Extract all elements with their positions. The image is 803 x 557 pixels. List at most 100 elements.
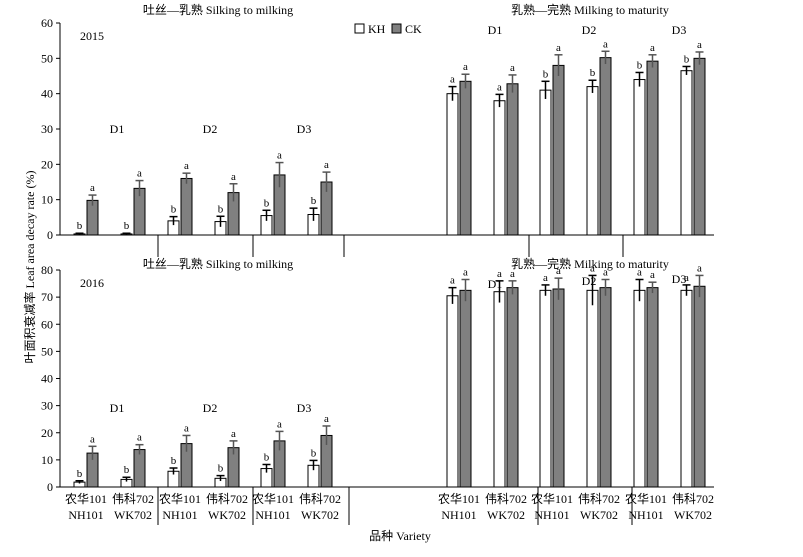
bar-kh — [446, 93, 459, 236]
bar-kh — [633, 289, 646, 488]
variety-label-en: NH101 — [255, 508, 290, 522]
bar-ck — [506, 287, 519, 488]
variety-label-en: NH101 — [628, 508, 663, 522]
stage-title: 乳熟—完熟 Milking to maturity — [511, 256, 669, 271]
y-tick-label: 60 — [41, 317, 53, 331]
bar-ck — [459, 80, 472, 236]
y-axis-label: 叶面积衰减率 Leaf area decay rate (%) — [22, 171, 37, 364]
significance-letter: b — [171, 455, 177, 467]
significance-letter: a — [231, 428, 236, 440]
variety-label-cn: 伟科702 — [578, 492, 620, 506]
significance-letter: b — [77, 220, 83, 232]
significance-letter: b — [637, 59, 643, 71]
variety-label-en: WK702 — [674, 508, 712, 522]
variety-label-en: NH101 — [441, 508, 476, 522]
significance-letter: a — [603, 38, 608, 50]
significance-letter: a — [556, 42, 561, 54]
significance-letter: b — [543, 68, 549, 80]
bar-ck — [552, 64, 565, 236]
stage-title: 吐丝—乳熟 Silking to milking — [143, 256, 293, 271]
bar-kh — [493, 100, 506, 236]
significance-letter: a — [637, 266, 642, 278]
bar-ck — [599, 57, 612, 236]
y-tick-label: 20 — [41, 426, 53, 440]
significance-letter: b — [311, 195, 317, 207]
variety-label-en: WK702 — [114, 508, 152, 522]
variety-label-cn: 伟科702 — [672, 492, 714, 506]
y-tick-label: 10 — [41, 193, 53, 207]
significance-letter: a — [650, 42, 655, 54]
density-label: D2 — [203, 401, 218, 415]
variety-label-en: WK702 — [487, 508, 525, 522]
bar-kh — [633, 79, 646, 236]
significance-letter: a — [650, 269, 655, 281]
variety-label-cn: 伟科702 — [299, 492, 341, 506]
significance-letter: a — [697, 39, 702, 51]
significance-letter: a — [497, 268, 502, 280]
variety-label-cn: 农华101 — [252, 492, 294, 506]
bar-ck — [646, 60, 659, 236]
y-tick-label: 70 — [41, 290, 53, 304]
density-label: D1 — [110, 122, 125, 136]
significance-letter: b — [218, 203, 224, 215]
y-tick-label: 30 — [41, 399, 53, 413]
legend-swatch — [354, 23, 365, 34]
bar-ck — [506, 83, 519, 236]
significance-letter: a — [590, 262, 595, 274]
significance-letter: a — [450, 74, 455, 86]
stage-title: 吐丝—乳熟 Silking to milking — [143, 2, 293, 17]
stage-title: 乳熟—完熟 Milking to maturity — [511, 2, 669, 17]
variety-label-en: WK702 — [208, 508, 246, 522]
bar-ck — [693, 57, 706, 236]
bar-ck — [599, 287, 612, 488]
variety-label-cn: 农华101 — [65, 492, 107, 506]
bar-ck — [646, 287, 659, 488]
bar-kh — [539, 289, 552, 488]
significance-letter: b — [77, 468, 83, 480]
variety-label-cn: 伟科702 — [112, 492, 154, 506]
significance-letter: a — [324, 159, 329, 171]
significance-letter: a — [277, 418, 282, 430]
significance-letter: a — [697, 262, 702, 274]
significance-letter: a — [510, 62, 515, 74]
year-label: 2015 — [80, 29, 104, 43]
significance-letter: b — [684, 53, 690, 65]
significance-letter: b — [171, 204, 177, 216]
significance-letter: a — [277, 150, 282, 162]
significance-letter: a — [603, 266, 608, 278]
bar-ck — [180, 177, 193, 236]
variety-label-en: NH101 — [162, 508, 197, 522]
significance-letter: a — [90, 433, 95, 445]
y-tick-label: 0 — [47, 228, 53, 242]
variety-label-cn: 农华101 — [438, 492, 480, 506]
bar-kh — [680, 70, 693, 236]
significance-letter: a — [450, 275, 455, 287]
bar-kh — [493, 291, 506, 488]
density-label: D3 — [297, 122, 312, 136]
variety-label-en: NH101 — [68, 508, 103, 522]
density-label: D2 — [203, 122, 218, 136]
significance-letter: a — [510, 268, 515, 280]
y-tick-label: 40 — [41, 372, 53, 386]
significance-letter: a — [137, 432, 142, 444]
significance-letter: a — [231, 171, 236, 183]
y-tick-label: 50 — [41, 51, 53, 65]
significance-letter: a — [556, 265, 561, 277]
significance-letter: a — [90, 182, 95, 194]
significance-letter: a — [184, 422, 189, 434]
bar-kh — [680, 289, 693, 488]
bar-ck — [552, 288, 565, 488]
variety-label-cn: 伟科702 — [485, 492, 527, 506]
legend-swatch — [391, 23, 402, 34]
density-label: D3 — [297, 401, 312, 415]
variety-label-cn: 农华101 — [625, 492, 667, 506]
significance-letter: a — [543, 272, 548, 284]
year-label: 2016 — [80, 276, 104, 290]
significance-letter: b — [264, 451, 270, 463]
significance-letter: a — [184, 160, 189, 172]
variety-label-en: NH101 — [534, 508, 569, 522]
bar-kh — [446, 295, 459, 488]
y-tick-label: 80 — [41, 263, 53, 277]
bar-ck — [459, 289, 472, 488]
